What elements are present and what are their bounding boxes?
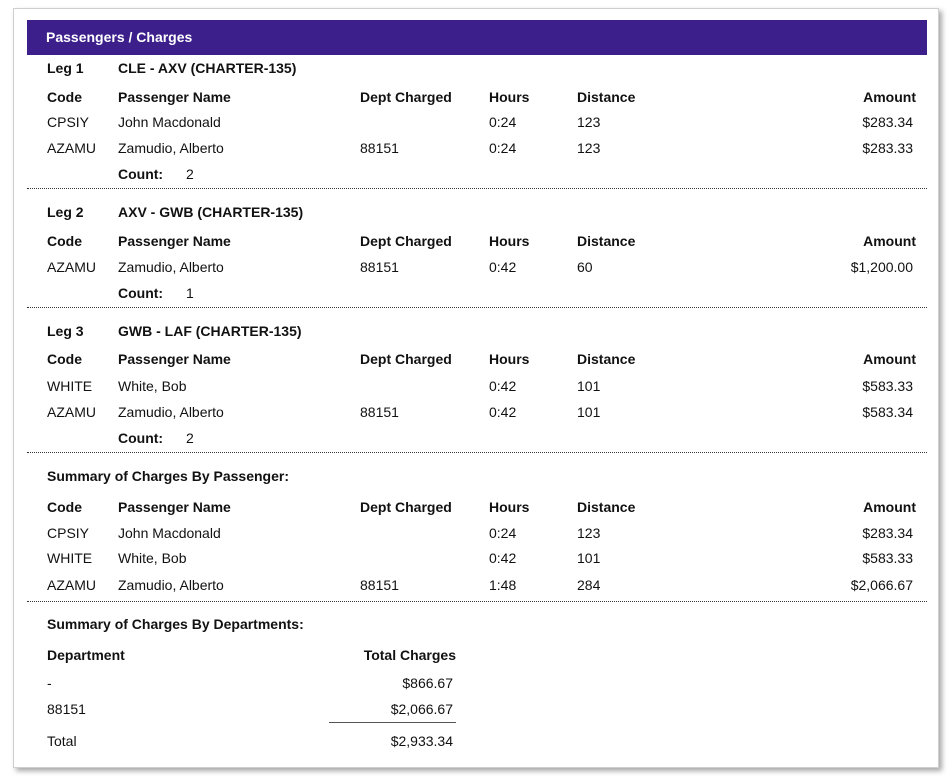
count-value: 2 <box>186 166 194 182</box>
leg-label: Leg 1 <box>47 60 84 76</box>
section-divider <box>27 307 927 308</box>
row-amount: $583.34 <box>862 404 913 420</box>
row-passenger-name: Zamudio, Alberto <box>118 140 224 156</box>
row-amount: $2,066.67 <box>850 577 913 593</box>
row-department: 88151 <box>47 701 86 717</box>
col-header-passenger-name: Passenger Name <box>118 89 231 105</box>
row-amount: $283.33 <box>862 140 913 156</box>
total-label: Total <box>47 733 77 749</box>
count-label: Count: <box>118 430 164 446</box>
section-divider <box>27 452 927 453</box>
row-code: WHITE <box>47 550 93 566</box>
row-distance: 101 <box>577 404 601 420</box>
row-hours: 1:48 <box>489 577 517 593</box>
row-distance: 60 <box>577 259 593 275</box>
row-passenger-name: Zamudio, Alberto <box>118 259 224 275</box>
row-total-charges: $2,066.67 <box>390 701 453 717</box>
row-hours: 0:24 <box>489 114 517 130</box>
leg-label: Leg 2 <box>47 204 84 220</box>
row-passenger-name: White, Bob <box>118 378 187 394</box>
row-amount: $1,200.00 <box>850 259 913 275</box>
leg-route: GWB - LAF (CHARTER-135) <box>118 323 302 339</box>
row-distance: 101 <box>577 550 601 566</box>
col-header-department: Department <box>47 647 125 663</box>
row-passenger-name: White, Bob <box>118 550 187 566</box>
col-header-amount: Amount <box>863 351 916 367</box>
row-code: CPSIY <box>47 114 90 130</box>
row-distance: 101 <box>577 378 601 394</box>
row-code: AZAMU <box>47 404 96 420</box>
col-header-total-charges: Total Charges <box>363 647 456 663</box>
col-header-code: Code <box>47 233 82 249</box>
row-hours: 0:24 <box>489 140 517 156</box>
row-hours: 0:42 <box>489 550 517 566</box>
col-header-hours: Hours <box>489 233 530 249</box>
col-header-dept-charged: Dept Charged <box>360 89 452 105</box>
row-passenger-name: John Macdonald <box>118 525 221 541</box>
total-rule <box>329 722 456 723</box>
row-amount: $583.33 <box>862 378 913 394</box>
col-header-amount: Amount <box>863 233 916 249</box>
row-passenger-name: John Macdonald <box>118 114 221 130</box>
section-divider <box>27 188 927 189</box>
total-value: $2,933.34 <box>390 733 453 749</box>
row-distance: 123 <box>577 114 601 130</box>
leg-route: AXV - GWB (CHARTER-135) <box>118 204 304 220</box>
col-header-code: Code <box>47 499 82 515</box>
col-header-passenger-name: Passenger Name <box>118 351 231 367</box>
leg-route: CLE - AXV (CHARTER-135) <box>118 60 297 76</box>
row-hours: 0:24 <box>489 525 517 541</box>
col-header-distance: Distance <box>577 233 636 249</box>
row-hours: 0:42 <box>489 378 517 394</box>
section-title: Passengers / Charges <box>46 29 193 45</box>
row-distance: 123 <box>577 140 601 156</box>
col-header-distance: Distance <box>577 89 636 105</box>
count-value: 1 <box>186 285 194 301</box>
col-header-dept-charged: Dept Charged <box>360 499 452 515</box>
section-divider <box>27 601 927 602</box>
col-header-distance: Distance <box>577 499 636 515</box>
row-hours: 0:42 <box>489 404 517 420</box>
row-amount: $283.34 <box>862 114 913 130</box>
col-header-hours: Hours <box>489 499 530 515</box>
row-department: - <box>47 675 52 691</box>
col-header-amount: Amount <box>863 499 916 515</box>
summary-passenger-title: Summary of Charges By Passenger: <box>47 468 289 484</box>
summary-department-title: Summary of Charges By Departments: <box>47 616 304 632</box>
col-header-code: Code <box>47 89 82 105</box>
report-page: Passengers / Charges Leg 1 CLE - AXV (CH… <box>13 8 939 768</box>
section-header: Passengers / Charges <box>27 20 927 55</box>
col-header-passenger-name: Passenger Name <box>118 233 231 249</box>
row-hours: 0:42 <box>489 259 517 275</box>
col-header-distance: Distance <box>577 351 636 367</box>
row-distance: 284 <box>577 577 601 593</box>
col-header-amount: Amount <box>863 89 916 105</box>
col-header-hours: Hours <box>489 351 530 367</box>
row-distance: 123 <box>577 525 601 541</box>
count-label: Count: <box>118 285 164 301</box>
row-code: AZAMU <box>47 259 96 275</box>
row-code: WHITE <box>47 378 93 394</box>
row-code: AZAMU <box>47 577 96 593</box>
col-header-code: Code <box>47 351 82 367</box>
col-header-passenger-name: Passenger Name <box>118 499 231 515</box>
count-value: 2 <box>186 430 194 446</box>
row-dept: 88151 <box>360 140 399 156</box>
count-label: Count: <box>118 166 164 182</box>
row-amount: $583.33 <box>862 550 913 566</box>
row-code: AZAMU <box>47 140 96 156</box>
row-amount: $283.34 <box>862 525 913 541</box>
row-code: CPSIY <box>47 525 90 541</box>
row-dept: 88151 <box>360 259 399 275</box>
col-header-dept-charged: Dept Charged <box>360 233 452 249</box>
leg-label: Leg 3 <box>47 323 84 339</box>
row-total-charges: $866.67 <box>402 675 453 691</box>
row-passenger-name: Zamudio, Alberto <box>118 404 224 420</box>
col-header-hours: Hours <box>489 89 530 105</box>
row-dept: 88151 <box>360 577 399 593</box>
col-header-dept-charged: Dept Charged <box>360 351 452 367</box>
row-dept: 88151 <box>360 404 399 420</box>
row-passenger-name: Zamudio, Alberto <box>118 577 224 593</box>
